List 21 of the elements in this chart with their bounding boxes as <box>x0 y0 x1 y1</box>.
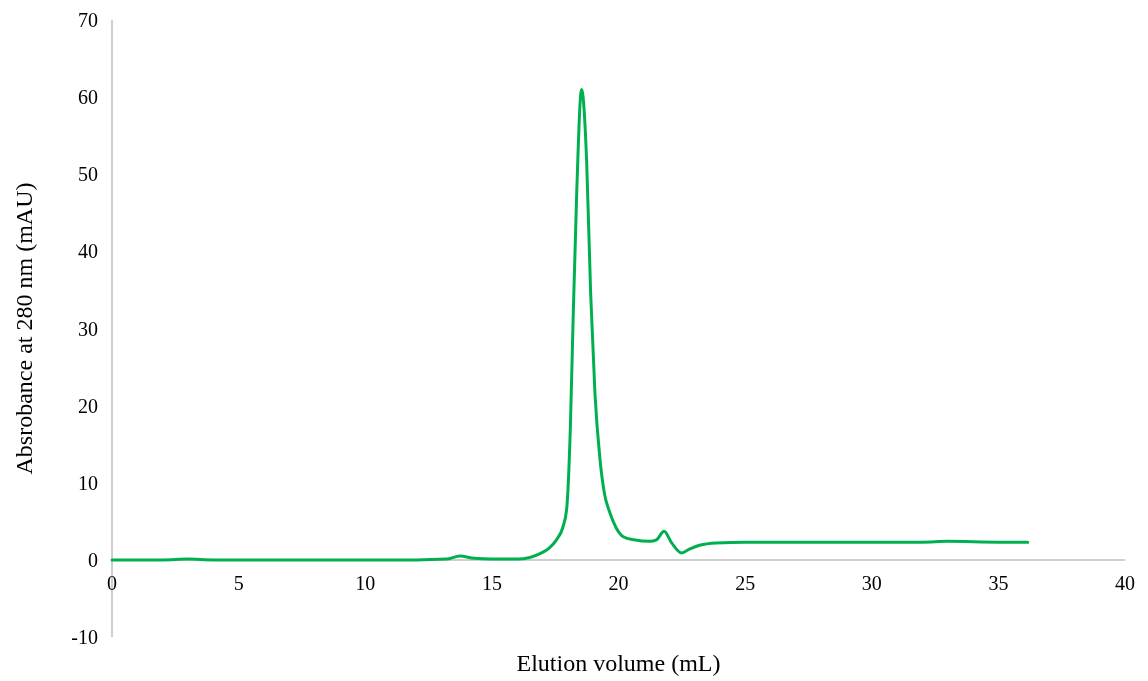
y-axis-title: Absrobance at 280 nm (mAU) <box>11 182 37 475</box>
x-tick-label: 35 <box>988 571 1009 594</box>
line-series <box>110 87 1030 562</box>
y-tick-label: -10 <box>71 626 98 648</box>
x-tick-label: 15 <box>481 571 502 594</box>
y-tick-label: 0 <box>88 548 98 571</box>
y-tick-label: 30 <box>78 317 98 340</box>
x-tick-label: 20 <box>608 571 629 594</box>
x-tick-label: 0 <box>107 571 117 594</box>
x-tick-label: 5 <box>233 571 244 594</box>
x-tick-label: 30 <box>861 571 882 594</box>
y-tick-label: 50 <box>78 163 98 186</box>
y-tick-label: 60 <box>78 86 98 109</box>
x-axis-title: Elution volume (mL) <box>516 650 721 676</box>
y-tick-label: 70 <box>78 9 98 31</box>
x-tick-label: 40 <box>1115 571 1135 594</box>
y-tick-label: 20 <box>78 394 98 417</box>
x-tick-label: 25 <box>735 571 756 594</box>
y-tick-label: 40 <box>78 240 98 263</box>
x-tick-label: 10 <box>355 571 376 594</box>
y-tick-label: 10 <box>78 471 98 494</box>
